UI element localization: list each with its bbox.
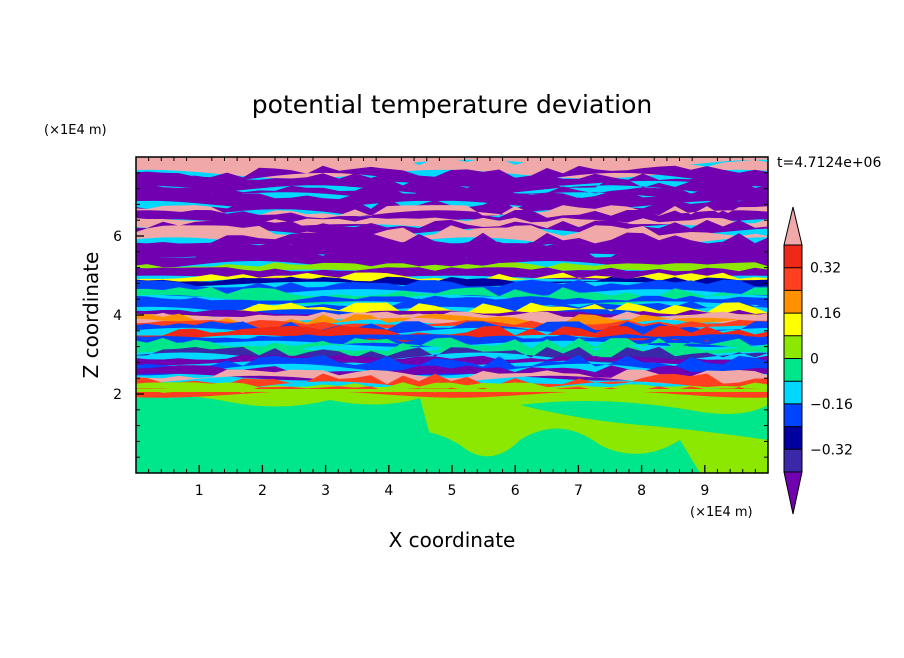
x-tick-label: 1 [195, 483, 204, 499]
colorbar-label: 0.32 [810, 261, 841, 277]
time-label: t=4.7124e+06 [777, 155, 881, 171]
x-tick-label: 3 [321, 483, 330, 499]
colorbar-band [784, 381, 802, 404]
x-unit-label: (×1E4 m) [690, 505, 753, 520]
colorbar: 0.32 0.16 0 −0.16 −0.32 [783, 206, 853, 515]
x-tick-label: 5 [448, 483, 457, 499]
y-axis-label: Z coordinate [79, 252, 103, 379]
contour-band [136, 246, 768, 272]
y-tick-label: 6 [113, 229, 122, 245]
colorbar-band [784, 335, 802, 359]
colorbar-label: 0 [810, 352, 819, 368]
colorbar-label: −0.32 [810, 442, 853, 458]
colorbar-band [784, 313, 802, 336]
colorbar-band [784, 290, 802, 314]
x-axis: 1 2 3 4 5 6 7 8 9 [148, 157, 756, 499]
contour-band [136, 232, 768, 255]
contour-band [136, 369, 768, 385]
x-tick-label: 7 [574, 483, 583, 499]
contour-band [136, 241, 768, 259]
colorbar-band [784, 358, 802, 382]
contour-band [136, 276, 768, 287]
plot-area [136, 157, 768, 473]
contour-band [136, 354, 768, 376]
colorbar-band [784, 426, 802, 450]
contour-band [136, 373, 768, 392]
x-axis-label: X coordinate [389, 528, 516, 552]
x-tick-label: 6 [511, 483, 520, 499]
y-tick-label: 2 [113, 387, 122, 403]
lower-layer-patches [136, 395, 768, 473]
y-unit-label: (×1E4 m) [44, 123, 107, 138]
contour-band [136, 272, 768, 285]
colorbar-label: −0.16 [810, 397, 853, 413]
chart-title: potential temperature deviation [252, 90, 652, 119]
y-axis: 2 4 6 [113, 172, 768, 458]
contour-band [136, 157, 768, 169]
contour-band [136, 335, 768, 347]
colorbar-band [784, 245, 802, 268]
contour-band [136, 173, 768, 188]
contour-band [136, 279, 768, 297]
stripe-layer [136, 157, 768, 398]
contour-band [136, 298, 768, 317]
colorbar-bottom-arrow [783, 471, 803, 515]
x-tick-label: 2 [258, 483, 267, 499]
colorbar-label: 0.16 [810, 306, 841, 322]
layer-boundary [136, 389, 768, 392]
contour-band [136, 165, 768, 185]
x-tick-label: 4 [384, 483, 393, 499]
colorbar-band [784, 403, 802, 427]
colorbar-band [784, 449, 802, 472]
contour-band [136, 184, 768, 201]
colorbar-top-arrow [783, 206, 803, 246]
colorbar-band [784, 267, 802, 291]
y-tick-label: 4 [113, 308, 122, 324]
contour-band [136, 325, 768, 345]
x-tick-label: 9 [700, 483, 709, 499]
contour-band [136, 178, 768, 196]
x-tick-label: 8 [637, 483, 646, 499]
